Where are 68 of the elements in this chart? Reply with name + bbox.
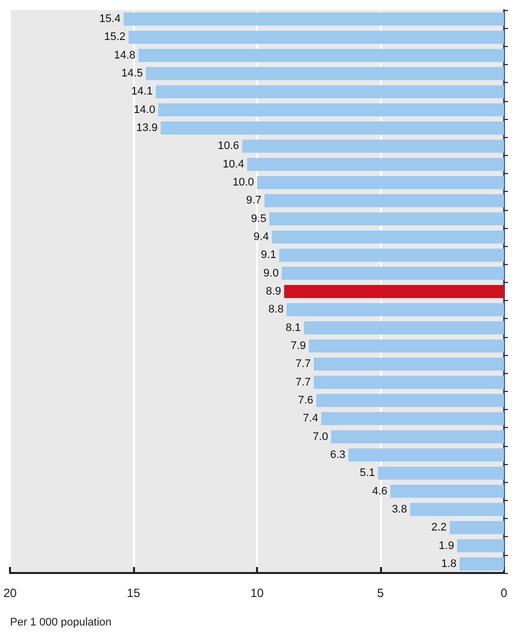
data-label: 15.4 — [99, 13, 121, 26]
bar — [282, 266, 504, 280]
bar — [242, 140, 504, 153]
x-axis-title: Per 1 000 population — [10, 616, 112, 628]
bar — [257, 176, 504, 190]
x-tick-label: 0 — [500, 586, 508, 600]
data-label: 9.7 — [246, 194, 262, 207]
data-label: 7.9 — [290, 340, 306, 352]
data-label: 8.9 — [266, 286, 282, 298]
bar — [331, 430, 504, 444]
bar — [272, 230, 504, 244]
data-label: 10.6 — [218, 140, 240, 152]
data-label: 14.1 — [131, 86, 153, 98]
data-label: 7.4 — [302, 412, 318, 425]
bar — [450, 521, 504, 534]
data-label: 7.7 — [296, 376, 311, 388]
bar — [279, 248, 504, 262]
bar — [457, 539, 504, 552]
data-label: 15.2 — [104, 31, 126, 44]
data-label: 6.3 — [330, 448, 346, 461]
bar — [138, 48, 504, 62]
bar — [156, 85, 504, 98]
data-label: 14.0 — [134, 104, 156, 116]
data-label: 8.1 — [286, 322, 301, 334]
data-label: 3.8 — [392, 503, 408, 516]
bar — [316, 394, 504, 408]
bar — [314, 358, 504, 371]
x-tick-label: 15 — [126, 586, 140, 600]
bar — [286, 303, 504, 316]
bar — [124, 12, 504, 26]
data-label: 9.1 — [260, 249, 276, 262]
bar — [284, 284, 504, 298]
bar — [460, 557, 504, 570]
data-label: 10.0 — [232, 176, 254, 189]
bar — [158, 103, 504, 116]
x-tick-label: 5 — [377, 586, 384, 600]
data-label: 13.9 — [136, 122, 158, 134]
bar — [160, 122, 504, 135]
bar — [348, 448, 504, 462]
bar — [308, 339, 504, 353]
data-label: 2.2 — [431, 522, 447, 534]
data-label: 1.8 — [441, 558, 457, 570]
bar — [264, 194, 504, 208]
bar — [314, 376, 504, 389]
bar — [390, 484, 504, 498]
data-label: 8.8 — [268, 304, 284, 316]
bar — [247, 158, 504, 171]
bar — [146, 67, 504, 80]
data-label: 14.8 — [114, 49, 136, 62]
data-label: 10.4 — [222, 158, 244, 170]
data-label: 5.1 — [360, 467, 376, 480]
bar — [269, 212, 504, 226]
bar — [321, 412, 504, 426]
x-tick-label: 20 — [3, 586, 17, 600]
data-label: 14.5 — [121, 68, 143, 80]
x-tick-label: 10 — [250, 586, 264, 600]
bar — [128, 30, 504, 44]
data-label: 7.7 — [296, 358, 311, 370]
data-label: 9.0 — [263, 267, 279, 280]
data-label: 4.6 — [372, 485, 388, 498]
bar — [304, 321, 504, 334]
data-label: 9.5 — [251, 212, 266, 225]
bar — [410, 502, 504, 516]
data-label: 9.4 — [254, 231, 269, 244]
bar — [378, 466, 504, 480]
data-label: 7.0 — [312, 430, 328, 443]
data-label: 1.9 — [438, 540, 454, 552]
data-label: 7.6 — [298, 394, 314, 406]
